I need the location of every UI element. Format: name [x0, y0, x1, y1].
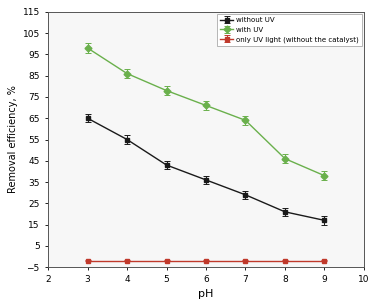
Y-axis label: Removal efficiency, %: Removal efficiency, %	[8, 86, 19, 193]
X-axis label: pH: pH	[198, 289, 214, 299]
Legend: without UV, with UV, only UV light (without the catalyst): without UV, with UV, only UV light (with…	[217, 14, 362, 46]
